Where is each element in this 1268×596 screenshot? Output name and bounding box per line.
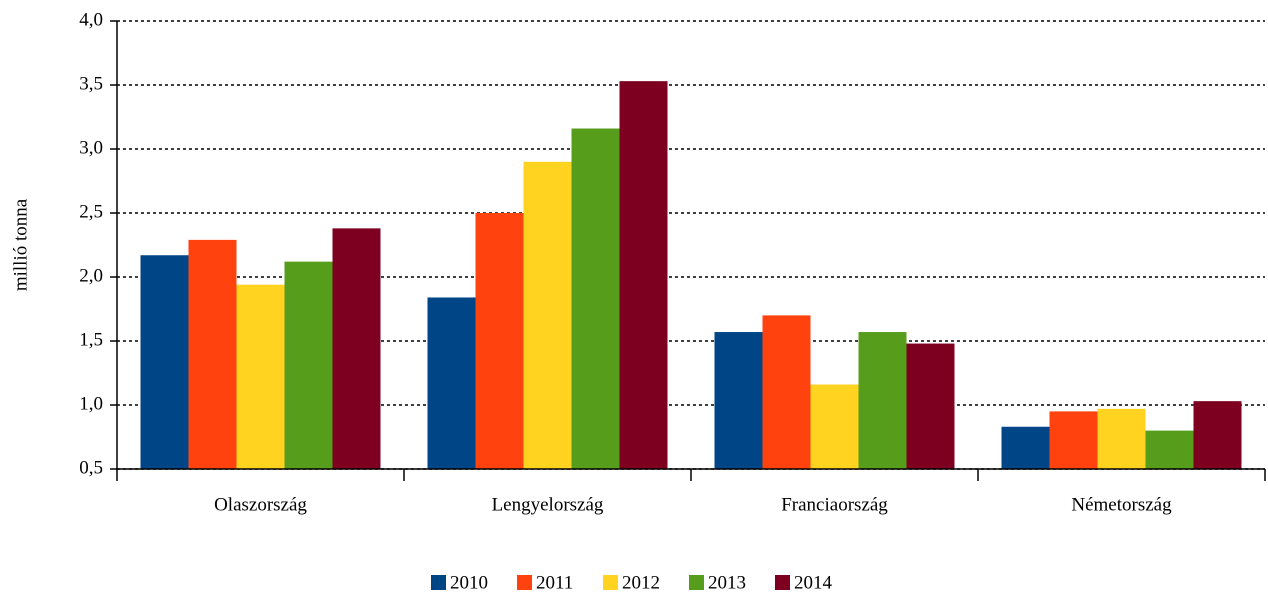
bar (284, 261, 333, 469)
x-tick-label: Olaszország (214, 494, 307, 515)
legend-swatch (431, 575, 446, 590)
bar (714, 332, 763, 469)
y-tick-label: 1,0 (79, 393, 103, 414)
bar (188, 239, 237, 469)
bar (810, 384, 859, 469)
legend-label: 2012 (622, 572, 660, 593)
y-tick-label: 2,0 (79, 265, 103, 286)
y-tick-label: 3,0 (79, 137, 103, 158)
x-tick-label: Lengyelország (492, 494, 604, 515)
legend-swatch (689, 575, 704, 590)
y-tick-label: 2,5 (79, 201, 103, 222)
bar (1145, 430, 1194, 469)
y-axis-label: millió tonna (10, 198, 31, 291)
legend-swatch (603, 575, 618, 590)
bar (906, 343, 955, 469)
bar (332, 228, 381, 469)
legend-swatch (517, 575, 532, 590)
legend-label: 2010 (450, 572, 488, 593)
y-tick-label: 1,5 (79, 329, 103, 350)
legend-label: 2013 (708, 572, 746, 593)
bar (619, 81, 668, 469)
bar (571, 128, 620, 469)
bar (762, 315, 811, 469)
y-tick-label: 0,5 (79, 457, 103, 478)
bar (1001, 426, 1050, 469)
bar (858, 332, 907, 469)
x-tick-label: Franciaország (781, 494, 888, 515)
bar (236, 284, 285, 469)
bar (140, 255, 189, 469)
bar (1097, 408, 1146, 469)
y-tick-label: 3,5 (79, 73, 103, 94)
x-tick-label: Németország (1071, 494, 1172, 515)
legend-label: 2014 (794, 572, 833, 593)
y-tick-label: 4,0 (79, 9, 103, 30)
bar (427, 297, 476, 469)
bar (475, 213, 524, 469)
bar (523, 161, 572, 470)
bar (1193, 401, 1242, 469)
bar (1049, 411, 1098, 469)
legend-swatch (775, 575, 790, 590)
legend-label: 2011 (536, 572, 573, 593)
